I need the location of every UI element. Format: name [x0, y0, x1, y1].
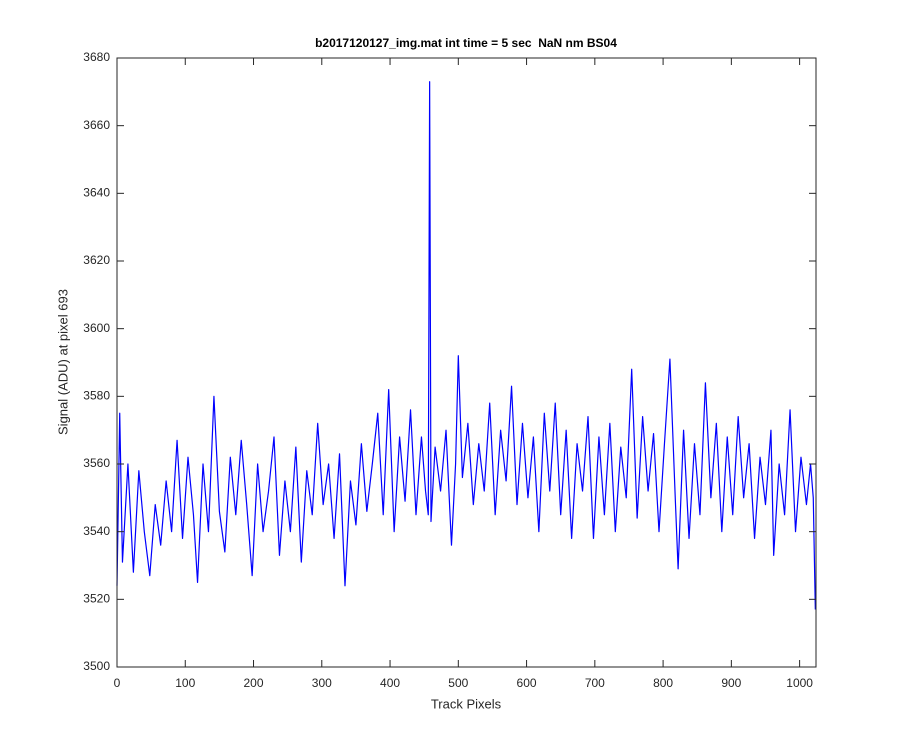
y-tick-label: 3640 — [83, 186, 110, 200]
y-tick-label: 3680 — [83, 50, 110, 64]
x-tick-label: 400 — [380, 676, 400, 690]
x-tick-label: 1000 — [786, 676, 813, 690]
axes-box — [116, 57, 817, 668]
y-tick-label: 3600 — [83, 321, 110, 335]
y-axis-label: Signal (ADU) at pixel 693 — [55, 289, 70, 435]
y-tick-label: 3620 — [83, 253, 110, 267]
x-tick-label: 700 — [585, 676, 605, 690]
x-tick-label: 200 — [244, 676, 264, 690]
x-tick-label: 900 — [721, 676, 741, 690]
chart-title: b2017120127_img.mat int time = 5 sec NaN… — [315, 36, 617, 50]
x-tick-label: 100 — [175, 676, 195, 690]
y-tick-label: 3560 — [83, 456, 110, 470]
y-tick-label: 3520 — [83, 592, 110, 606]
plot-area — [116, 81, 816, 610]
y-tick-label: 3540 — [83, 524, 110, 538]
x-tick-label: 800 — [653, 676, 673, 690]
x-tick-label: 300 — [312, 676, 332, 690]
y-tick-label: 3580 — [83, 389, 110, 403]
y-tick-label: 3660 — [83, 118, 110, 132]
x-tick-label: 600 — [517, 676, 537, 690]
x-tick-label: 500 — [448, 676, 468, 690]
data-line — [116, 81, 816, 610]
y-tick-label: 3500 — [83, 659, 110, 673]
x-axis-label: Track Pixels — [431, 696, 502, 711]
x-tick-label: 0 — [114, 676, 121, 690]
